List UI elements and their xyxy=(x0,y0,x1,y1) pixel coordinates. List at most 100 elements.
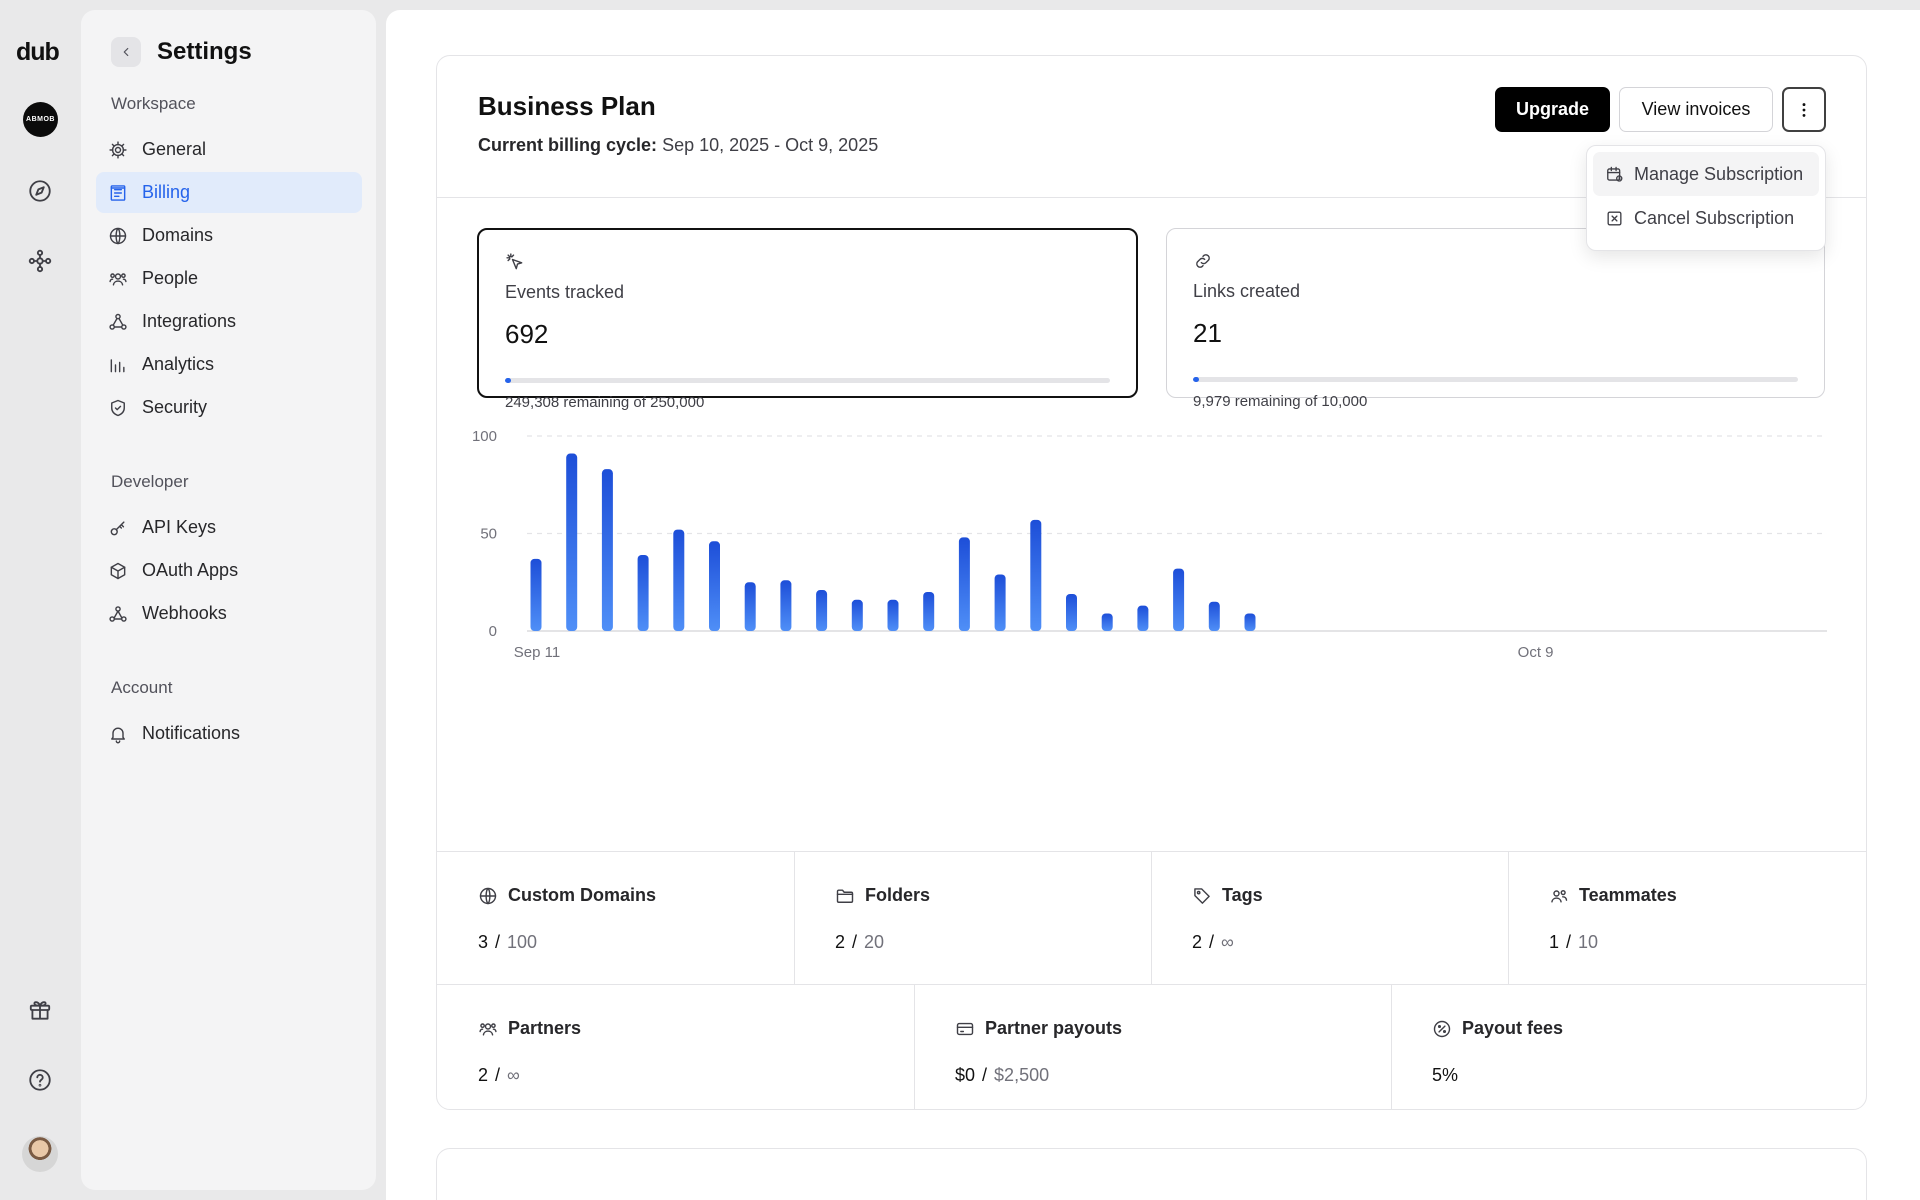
dub-logo[interactable]: dub xyxy=(16,38,60,66)
chart-bar xyxy=(1030,519,1042,631)
section-developer: Developer xyxy=(111,472,189,491)
sidebar-item-label: API Keys xyxy=(142,517,217,537)
view-invoices-button[interactable]: View invoices xyxy=(1619,87,1773,132)
billing-cycle: Current billing cycle: Sep 10, 2025 - Oc… xyxy=(478,135,878,156)
stat-label: Payout fees xyxy=(1462,1018,1564,1038)
subscription-menu: Manage Subscription Cancel Subscription xyxy=(1586,145,1826,251)
chart-bar xyxy=(637,554,649,631)
stats-divider xyxy=(437,984,1866,985)
stat-limit: 100 xyxy=(507,932,538,952)
billing-cycle-value: Sep 10, 2025 - Oct 9, 2025 xyxy=(662,135,879,155)
users-icon xyxy=(109,272,127,286)
stat-custom-domains: Custom Domains 3/100 xyxy=(478,885,657,952)
stat-label: Custom Domains xyxy=(508,885,657,905)
chart-bar xyxy=(1208,601,1220,631)
chart-bar xyxy=(1173,568,1185,631)
sidebar-item-api-keys[interactable]: API Keys xyxy=(96,507,362,548)
chart-bar xyxy=(851,599,863,631)
sidebar-item-notifications[interactable]: Notifications xyxy=(96,713,362,754)
stat-value: 2 xyxy=(478,1065,489,1085)
chart-y-tick-label: 0 xyxy=(489,623,497,640)
sidebar-item-label: Integrations xyxy=(142,311,237,331)
usage-label: Events tracked xyxy=(505,282,625,302)
sidebar-item-domains[interactable]: Domains xyxy=(96,215,362,256)
settings-sidebar: Settings Workspace General Billing Domai… xyxy=(81,10,376,1190)
sidebar-item-integrations[interactable]: Integrations xyxy=(96,301,362,342)
sidebar-item-label: OAuth Apps xyxy=(142,560,239,580)
globe-icon xyxy=(479,887,497,904)
chart-bar xyxy=(923,592,935,631)
network-icon[interactable] xyxy=(25,246,55,276)
chart-bar xyxy=(958,537,970,631)
usage-progress-bar xyxy=(505,378,1110,383)
more-options-button[interactable] xyxy=(1782,87,1826,132)
chart-x-tick-label: Sep 11 xyxy=(514,644,560,661)
sidebar-item-people[interactable]: People xyxy=(96,258,362,299)
chevron-left-icon xyxy=(123,47,129,57)
usage-remaining: 9,979 remaining of 10,000 xyxy=(1193,393,1368,410)
usage-card-links[interactable]: Links created 21 9,979 remaining of 10,0… xyxy=(1166,228,1825,410)
cancel-subscription-item[interactable]: Cancel Subscription xyxy=(1593,196,1819,240)
key-icon xyxy=(110,520,125,535)
stat-value: 2 xyxy=(835,932,846,952)
usage-label: Links created xyxy=(1193,281,1301,301)
billing-cycle-label: Current billing cycle: xyxy=(478,135,658,155)
compass-icon[interactable] xyxy=(25,176,55,206)
link-icon xyxy=(1196,254,1210,268)
chart-y-tick-label: 50 xyxy=(480,526,497,543)
workspace-avatar[interactable]: ABMOB xyxy=(23,102,58,137)
sidebar-item-label: General xyxy=(142,139,207,159)
stat-limit: $2,500 xyxy=(994,1065,1050,1085)
sidebar-item-label: Domains xyxy=(142,225,214,245)
bell-icon xyxy=(111,727,125,743)
sidebar-item-billing[interactable]: Billing xyxy=(96,172,362,213)
gift-icon[interactable] xyxy=(25,995,55,1025)
stat-label: Tags xyxy=(1222,885,1263,905)
cube-icon xyxy=(110,562,126,579)
help-icon[interactable] xyxy=(25,1065,55,1095)
stat-value: $0 xyxy=(955,1065,976,1085)
sidebar-item-webhooks[interactable]: Webhooks xyxy=(96,593,362,634)
usage-progress-bar xyxy=(1193,377,1798,382)
stat-label: Partners xyxy=(508,1018,582,1038)
integrations-icon xyxy=(109,313,127,330)
stats-divider xyxy=(794,851,795,984)
usage-card-events[interactable]: Events tracked 692 249,308 remaining of … xyxy=(477,228,1138,411)
manage-subscription-item[interactable]: Manage Subscription xyxy=(1593,152,1819,196)
chart-bar xyxy=(780,580,792,631)
stat-partner-payouts: Partner payouts $0/$2,500 xyxy=(955,1018,1123,1085)
user-avatar[interactable] xyxy=(22,1136,58,1172)
stat-folders: Folders 2/20 xyxy=(835,885,931,952)
more-vertical-icon xyxy=(1802,102,1806,117)
stat-value: 3 xyxy=(478,932,489,952)
upgrade-button[interactable]: Upgrade xyxy=(1495,87,1610,132)
section-workspace: Workspace xyxy=(111,94,196,113)
stats-divider xyxy=(914,984,915,1109)
chart-bar xyxy=(1066,593,1077,631)
credit-card-icon xyxy=(956,1022,974,1035)
cursor-click-icon xyxy=(506,253,523,270)
sidebar-item-analytics[interactable]: Analytics xyxy=(96,344,362,385)
tag-icon xyxy=(1194,887,1210,904)
stat-limit: 10 xyxy=(1578,932,1599,952)
stat-tags: Tags 2/∞ xyxy=(1192,885,1263,952)
stat-label: Teammates xyxy=(1579,885,1677,905)
stats-divider xyxy=(1508,851,1509,984)
plan-title: Business Plan xyxy=(478,91,656,121)
sidebar-item-oauth-apps[interactable]: OAuth Apps xyxy=(96,550,362,591)
sidebar-item-general[interactable]: General xyxy=(96,129,362,170)
back-button[interactable] xyxy=(111,37,141,67)
chart-bar xyxy=(1244,613,1256,631)
chart-bar xyxy=(816,590,828,631)
shield-icon xyxy=(111,399,125,416)
chart-bar xyxy=(530,558,542,631)
chart-bar xyxy=(744,582,756,631)
usage-progress-fill xyxy=(1193,377,1199,382)
users-icon xyxy=(479,1022,497,1036)
chart-bar xyxy=(709,541,720,631)
sidebar-item-security[interactable]: Security xyxy=(96,387,362,428)
sidebar-item-label: People xyxy=(142,268,199,288)
stat-partners: Partners 2/∞ xyxy=(478,1018,582,1085)
sidebar-item-label: Security xyxy=(142,397,208,417)
stat-limit: ∞ xyxy=(1221,932,1234,952)
